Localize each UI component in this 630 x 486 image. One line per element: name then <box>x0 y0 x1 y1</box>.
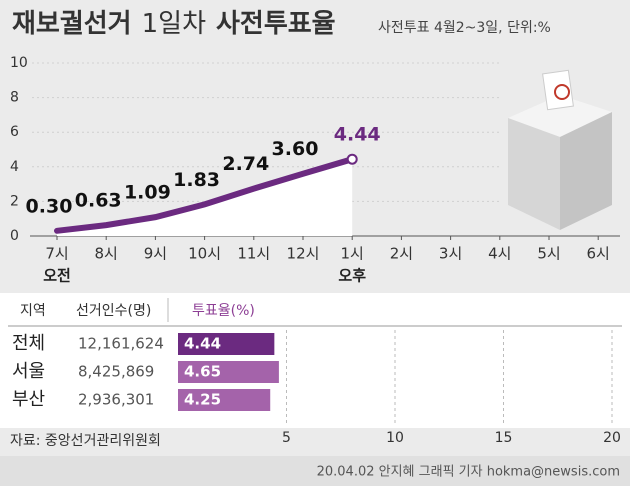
title-part: 1일차 <box>142 9 206 39</box>
area <box>57 159 353 236</box>
x-tick-label: 20 <box>603 430 621 446</box>
y-tick-label: 0 <box>10 228 19 244</box>
value-label: 4.44 <box>184 335 221 353</box>
x-tick-label: 6시 <box>587 245 610 263</box>
value-label: 2.74 <box>222 153 269 175</box>
value-label: 3.60 <box>272 138 319 160</box>
bar <box>178 361 279 383</box>
y-tick-label: 8 <box>10 90 19 106</box>
period-label: 오후 <box>338 267 366 285</box>
x-tick-label: 3시 <box>439 245 462 263</box>
value-label: 0.63 <box>75 190 122 212</box>
x-tick-label: 9시 <box>144 245 167 263</box>
voters: 2,936,301 <box>78 391 154 409</box>
y-tick-label: 10 <box>10 55 28 71</box>
title: 재보궐선거 1일차 사전투표율 <box>12 9 336 39</box>
y-tick-label: 6 <box>10 124 19 140</box>
header: 지역 <box>20 303 46 319</box>
region: 부산 <box>12 389 45 410</box>
x-tick-label: 15 <box>495 430 513 446</box>
source: 자료: 중앙선거관리위원회 <box>10 433 161 449</box>
x-tick-label: 5 <box>282 430 291 446</box>
table-panel <box>0 293 630 428</box>
bar <box>178 333 275 355</box>
value-label: 1.83 <box>173 169 220 191</box>
header: 투표율(%) <box>192 303 255 319</box>
x-tick-label: 12시 <box>287 245 320 263</box>
header: 선거인수(명) <box>76 303 151 319</box>
y-tick-label: 4 <box>10 159 19 175</box>
y-tick-label: 2 <box>10 193 19 209</box>
title-part: 재보궐선거 <box>12 9 132 39</box>
value-label: 4.44 <box>334 124 381 146</box>
region: 전체 <box>12 333 45 354</box>
title-part: 사전투표율 <box>216 9 336 39</box>
value-label: 1.09 <box>124 182 171 204</box>
value-label: 0.30 <box>26 195 73 217</box>
line <box>54 156 356 234</box>
x-tick-label: 7시 <box>45 245 68 263</box>
x-tick-label: 5시 <box>537 245 560 263</box>
x-tick-label: 10 <box>386 430 404 446</box>
footer <box>0 456 630 486</box>
x-tick-label: 8시 <box>95 245 118 263</box>
subtitle: 사전투표 4월2~3일, 단위:% <box>378 20 551 36</box>
x-tick-label: 11시 <box>237 245 270 263</box>
x-tick-label: 4시 <box>488 245 511 263</box>
value-label: 4.25 <box>184 391 221 409</box>
ballot-box <box>508 69 612 230</box>
voters: 12,161,624 <box>78 335 164 353</box>
credit: 20.04.02 안지혜 그래픽 기자 hokma@newsis.com <box>317 465 620 480</box>
x-tick-label: 1시 <box>341 245 364 263</box>
region: 서울 <box>12 361 45 382</box>
voters: 8,425,869 <box>78 363 154 381</box>
bar <box>178 389 271 411</box>
end-marker <box>346 153 358 165</box>
period-label: 오전 <box>43 267 71 285</box>
x-tick-label: 2시 <box>390 245 413 263</box>
x-tick-label: 10시 <box>188 245 221 263</box>
value-label: 4.65 <box>184 363 221 381</box>
